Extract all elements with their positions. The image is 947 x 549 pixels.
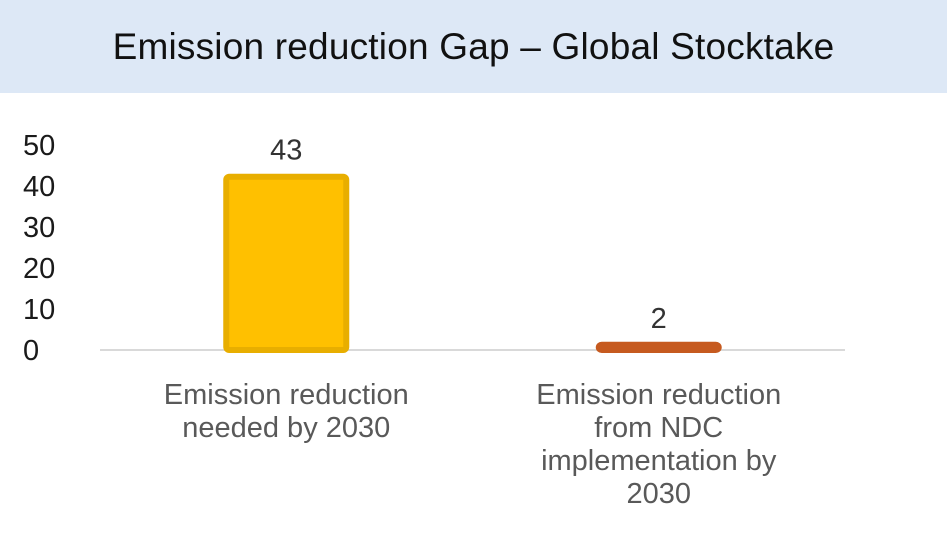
category-label: Emission reduction (536, 379, 781, 411)
bar (595, 341, 722, 354)
y-tick-label: 40 (23, 171, 55, 203)
data-label: 2 (651, 303, 667, 335)
bar (223, 173, 350, 353)
category-label: from NDC (594, 412, 723, 444)
category-label: implementation by (541, 445, 777, 477)
bars (223, 173, 722, 354)
y-axis: 0 10 20 30 40 50 (23, 130, 55, 367)
y-tick-label: 10 (23, 294, 55, 326)
category-label: Emission reduction (164, 379, 409, 411)
data-label: 43 (270, 135, 302, 167)
y-tick-label: 20 (23, 253, 55, 285)
title-band: Emission reduction Gap – Global Stocktak… (0, 0, 947, 93)
category-label: needed by 2030 (182, 412, 390, 444)
y-tick-label: 50 (23, 130, 55, 162)
data-labels: 43 2 (270, 135, 667, 335)
chart-title: Emission reduction Gap – Global Stocktak… (112, 25, 835, 67)
y-tick-label: 30 (23, 212, 55, 244)
category-label: 2030 (626, 478, 691, 510)
y-tick-label: 0 (23, 335, 39, 367)
